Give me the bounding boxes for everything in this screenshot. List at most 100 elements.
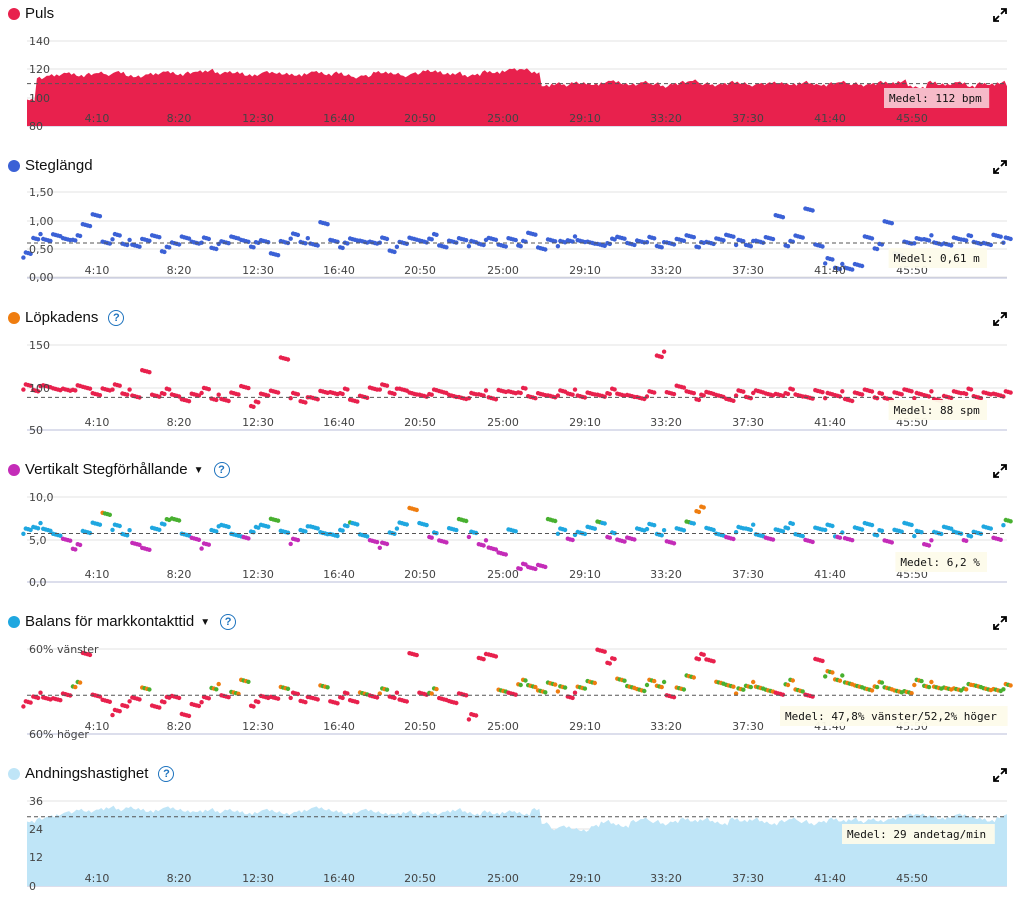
data-point: [275, 518, 281, 523]
help-icon[interactable]: ?: [220, 614, 237, 630]
expand-icon[interactable]: [993, 8, 1007, 22]
data-point: [345, 691, 350, 696]
data-point: [622, 236, 627, 241]
data-point: [612, 656, 617, 662]
data-point: [909, 389, 914, 394]
data-point: [404, 241, 409, 246]
data-point: [28, 700, 33, 705]
data-point: [365, 534, 370, 539]
data-point: [555, 689, 561, 694]
y-tick-label: 0,0: [29, 576, 47, 589]
data-point: [748, 684, 753, 690]
y-tick-label: 1,50: [29, 186, 54, 199]
data-point: [912, 241, 917, 246]
x-tick-label: 29:10: [569, 720, 601, 733]
data-point: [555, 244, 561, 249]
y-tick-label: 50: [29, 424, 43, 437]
data-point: [186, 399, 192, 404]
data-point: [859, 527, 865, 532]
y-tick-label: 10,0: [29, 491, 54, 504]
data-point: [157, 705, 162, 710]
data-point: [964, 538, 969, 543]
help-icon[interactable]: ?: [213, 462, 230, 478]
legend-dot-puls: [8, 8, 20, 20]
data-point: [830, 257, 835, 262]
help-icon[interactable]: ?: [108, 310, 125, 326]
x-tick-label: 29:10: [569, 568, 601, 581]
data-point: [377, 545, 382, 550]
expand-icon[interactable]: [993, 312, 1007, 326]
data-point: [266, 524, 271, 529]
data-point: [199, 546, 204, 551]
data-point: [473, 713, 479, 718]
data-point: [110, 527, 115, 533]
data-point: [125, 392, 130, 397]
data-point: [661, 349, 667, 354]
data-point: [859, 263, 865, 269]
data-point: [733, 691, 739, 696]
data-point: [652, 236, 657, 241]
x-tick-label: 16:40: [323, 720, 355, 733]
y-tick-label: 80: [29, 120, 43, 133]
data-point: [741, 239, 746, 244]
data-point: [770, 236, 776, 242]
data-point: [711, 527, 716, 533]
mean-label: Medel: 88 spm: [894, 404, 980, 417]
data-point: [275, 390, 281, 395]
data-point: [543, 247, 548, 252]
data-point: [612, 387, 617, 392]
data-point: [681, 687, 687, 692]
data-point: [602, 649, 607, 654]
data-point: [38, 690, 43, 695]
x-tick-label: 16:40: [323, 568, 355, 581]
data-point: [926, 684, 932, 690]
y-tick-label: 120: [29, 63, 50, 76]
data-point: [288, 695, 293, 701]
expand-icon[interactable]: [993, 464, 1007, 478]
data-point: [518, 566, 523, 572]
data-point: [315, 697, 320, 702]
expand-icon[interactable]: [993, 768, 1007, 782]
help-icon[interactable]: ?: [158, 766, 175, 782]
data-point: [162, 249, 167, 255]
data-point: [926, 543, 932, 548]
data-point: [127, 387, 132, 392]
data-point: [483, 538, 489, 543]
x-tick-label: 33:20: [650, 112, 682, 125]
data-point: [295, 232, 301, 238]
expand-icon[interactable]: [993, 160, 1007, 174]
dropdown-caret-icon[interactable]: ▼: [193, 465, 204, 476]
x-tick-label: 45:50: [896, 112, 928, 125]
y-tick-label: 5,0: [29, 534, 47, 547]
data-point: [107, 241, 113, 246]
data-point: [879, 680, 885, 685]
x-tick-label: 4:10: [85, 872, 110, 885]
mean-label-box: [780, 706, 1008, 726]
data-point: [392, 249, 397, 255]
data-point: [325, 685, 330, 690]
data-point: [77, 233, 83, 239]
x-tick-label: 29:10: [569, 264, 601, 277]
data-point: [236, 392, 241, 397]
x-tick-label: 37:30: [732, 872, 764, 885]
data-point: [481, 242, 486, 248]
data-point: [837, 394, 843, 399]
data-point: [107, 512, 113, 517]
data-point: [785, 391, 791, 397]
data-point: [543, 690, 548, 695]
data-point: [466, 396, 472, 401]
data-point: [107, 699, 113, 704]
data-point: [659, 533, 664, 538]
data-point: [562, 527, 568, 533]
data-point: [21, 387, 26, 392]
data-point: [256, 699, 261, 705]
data-point: [926, 394, 932, 399]
data-point: [392, 695, 397, 701]
y-tick-label: 12: [29, 851, 43, 864]
data-point: [335, 701, 340, 706]
data-point: [176, 518, 182, 523]
data-point: [909, 691, 914, 696]
expand-icon[interactable]: [993, 616, 1007, 630]
x-tick-label: 29:10: [569, 112, 601, 125]
dropdown-caret-icon[interactable]: ▼: [200, 617, 211, 628]
